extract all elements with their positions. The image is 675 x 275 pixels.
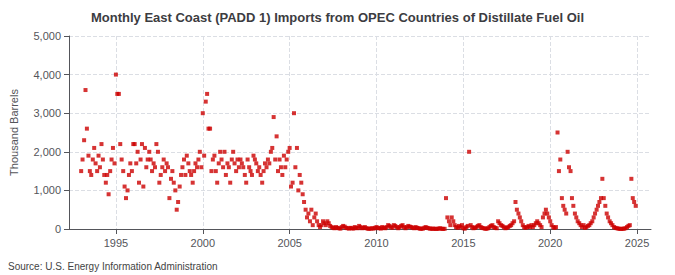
svg-text:2020: 2020 (538, 237, 562, 249)
svg-text:2025: 2025 (625, 237, 649, 249)
svg-text:2010: 2010 (364, 237, 388, 249)
svg-text:2,000: 2,000 (33, 146, 61, 158)
svg-text:2015: 2015 (451, 237, 475, 249)
svg-text:2005: 2005 (277, 237, 301, 249)
svg-text:0: 0 (55, 223, 61, 235)
svg-text:Source: U.S. Energy Informatio: Source: U.S. Energy Information Administ… (8, 261, 218, 272)
svg-text:Thousand Barrels: Thousand Barrels (8, 89, 20, 176)
svg-text:1995: 1995 (104, 237, 128, 249)
svg-text:Monthly East Coast (PADD 1) Im: Monthly East Coast (PADD 1) Imports from… (91, 10, 584, 25)
svg-text:3,000: 3,000 (33, 107, 61, 119)
svg-text:5,000: 5,000 (33, 30, 61, 42)
svg-text:2000: 2000 (191, 237, 215, 249)
svg-text:4,000: 4,000 (33, 69, 61, 81)
svg-text:1,000: 1,000 (33, 184, 61, 196)
